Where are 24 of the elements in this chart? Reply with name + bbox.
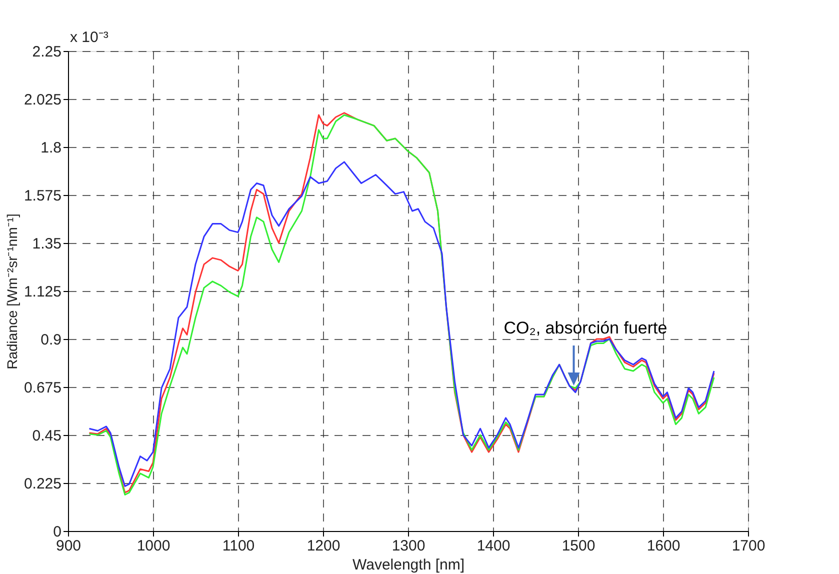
y-tick-label: 0.45 [32,428,62,444]
y-tick-label: 1.125 [24,284,62,300]
text: x 10⁻³ [70,29,108,46]
y-tick-label: 1.35 [32,236,62,252]
x-tick-label: 1200 [306,538,340,554]
x-axis-title: Wavelength [nm] [352,556,464,574]
x-tick-label: 1000 [136,538,170,554]
y-tick-label: 0 [53,524,62,540]
x-tick-label: 900 [56,538,82,554]
x-tick-label: 1400 [476,538,510,554]
x-tick-label: 1300 [392,538,426,554]
x-tick-label: 1600 [646,538,680,554]
y-tick-label: 2.25 [32,44,62,60]
y-tick-label: 2.025 [24,92,62,108]
x-tick-label: 1100 [222,538,255,554]
y-tick-label: 0.225 [24,476,62,492]
x-tick-label: 1500 [562,538,596,554]
annotation: CO₂, absorción fuerte [504,318,668,338]
y-tick-label: 1.8 [40,140,62,156]
x-tick-label: 1700 [732,538,766,554]
y-tick-label: 0.675 [24,380,62,396]
y-axis-title: Radiance [Wm⁻²sr⁻¹nm⁻¹] [4,214,20,370]
y-tick-label: 0.9 [40,332,62,348]
y-tick-label: 1.575 [24,188,62,204]
